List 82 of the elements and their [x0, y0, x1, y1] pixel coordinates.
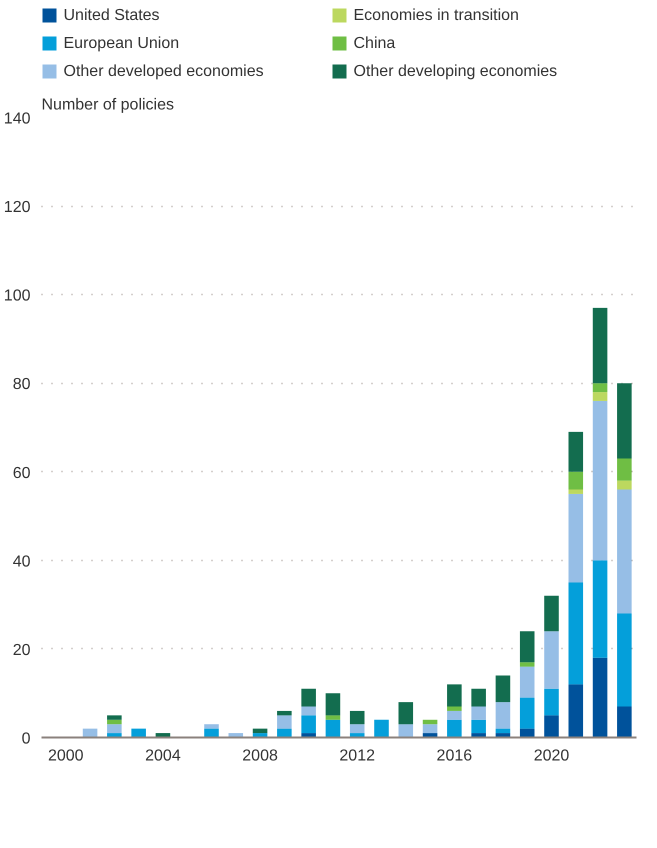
bar [471, 688, 486, 706]
bar [544, 596, 559, 632]
legend-label: Other developing economies [354, 63, 558, 80]
bar [544, 631, 559, 689]
bar [326, 715, 340, 720]
bar [592, 308, 608, 384]
bar [592, 658, 608, 738]
bar [592, 560, 608, 658]
x-tick-label: 2008 [242, 748, 278, 764]
bar [592, 400, 608, 560]
bar [131, 728, 146, 738]
bar [107, 715, 122, 720]
bar [277, 728, 292, 738]
bar [447, 684, 462, 706]
legend-label: Economies in transition [354, 7, 519, 24]
bar [592, 392, 608, 401]
bar [350, 710, 364, 724]
bar [544, 688, 559, 716]
bar [277, 710, 292, 716]
y-tick-label: 20 [12, 642, 31, 659]
bar [301, 715, 316, 734]
bar [617, 458, 632, 481]
legend-label: China [354, 35, 396, 52]
bar [568, 472, 584, 490]
y-tick-label: 120 [4, 199, 31, 216]
bar [204, 728, 219, 738]
x-tick-label: 2000 [48, 748, 84, 764]
bar [617, 490, 632, 614]
bar [301, 688, 316, 706]
bar [568, 582, 584, 684]
bar [326, 693, 340, 716]
bar [592, 383, 608, 392]
bar [568, 494, 584, 582]
bar [617, 383, 632, 458]
y-tick-label: 60 [12, 464, 31, 482]
legend-label: United States [64, 7, 160, 24]
y-tick-label: 40 [12, 553, 31, 570]
bar [204, 724, 219, 729]
bar [520, 631, 534, 662]
y-tick-label: 140 [4, 110, 31, 128]
bar [447, 710, 462, 720]
bar [471, 706, 486, 720]
bar [496, 676, 510, 702]
bar [326, 720, 340, 738]
bar [301, 706, 316, 716]
legend-label: Other developed economies [64, 63, 264, 80]
y-tick-label: 100 [4, 288, 31, 305]
x-tick-label: 2020 [534, 748, 570, 764]
x-tick-label: 2004 [145, 748, 181, 764]
bar [496, 702, 510, 729]
bar [617, 614, 632, 706]
bar [471, 720, 486, 734]
bar [398, 702, 414, 724]
bar [568, 684, 584, 738]
y-axis-title: Number of policies [42, 96, 174, 114]
bar [107, 724, 122, 734]
x-tick-label: 2012 [339, 748, 376, 764]
bar [447, 720, 462, 738]
bar [252, 728, 268, 734]
bar [82, 728, 98, 738]
legend-label: European Union [64, 35, 180, 52]
bar [520, 728, 534, 738]
bar [617, 480, 632, 490]
bar [107, 720, 122, 724]
bar [520, 698, 534, 729]
bar [277, 715, 292, 729]
bar [496, 728, 510, 734]
y-tick-label: 0 [22, 730, 31, 748]
bar [398, 724, 414, 738]
bar [568, 490, 584, 494]
bar [544, 715, 559, 738]
bar [374, 720, 389, 738]
bar [422, 724, 438, 734]
bar [520, 662, 534, 667]
bar [422, 720, 438, 724]
bar [520, 666, 534, 698]
bar [350, 724, 364, 734]
y-tick-label: 80 [12, 376, 31, 394]
x-tick-label: 2016 [436, 748, 472, 764]
bar [568, 432, 584, 472]
bar [617, 706, 632, 738]
bar [447, 706, 462, 711]
